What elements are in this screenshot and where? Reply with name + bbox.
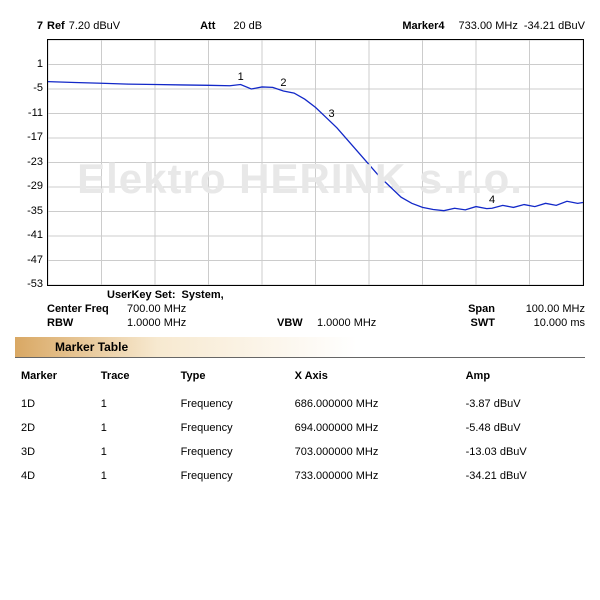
table-cell: Frequency — [175, 392, 289, 416]
swt-label: SWT — [455, 317, 495, 329]
cf-value: 700.00 MHz — [127, 303, 217, 315]
y-tick-label: -53 — [27, 278, 43, 290]
swt-value: 10.000 ms — [495, 317, 585, 329]
table-cell: 4D — [15, 464, 95, 488]
spectrum-chart: 1 -5 -11 -17 -23 -29 -35 -41 -47 -53 1 2 3 4 — [15, 34, 585, 289]
y-tick-label: -17 — [27, 131, 43, 143]
cf-label: Center Freq — [47, 303, 127, 315]
table-header: X Axis — [289, 366, 460, 392]
y-tick-label: 1 — [37, 58, 43, 70]
table-cell: Frequency — [175, 464, 289, 488]
table-row: 1D1Frequency686.000000 MHz-3.87 dBuV — [15, 392, 585, 416]
table-cell: 686.000000 MHz — [289, 392, 460, 416]
table-row: 4D1Frequency733.000000 MHz-34.21 dBuV — [15, 464, 585, 488]
table-cell: 3D — [15, 440, 95, 464]
y-tick-label: -29 — [27, 180, 43, 192]
table-cell: -34.21 dBuV — [460, 464, 585, 488]
marker-amp: -34.21 dBuV — [524, 20, 585, 32]
table-cell: -3.87 dBuV — [460, 392, 585, 416]
userkey-label: UserKey Set: — [107, 289, 175, 301]
table-cell: -5.48 dBuV — [460, 416, 585, 440]
chart-marker-label: 4 — [489, 194, 495, 206]
chart-marker-label: 1 — [238, 71, 244, 83]
table-cell: 1D — [15, 392, 95, 416]
vbw-label: VBW — [277, 317, 317, 329]
table-header: Amp — [460, 366, 585, 392]
table-header: Marker — [15, 366, 95, 392]
att-label: Att — [200, 20, 215, 32]
table-cell: 694.000000 MHz — [289, 416, 460, 440]
table-cell: 703.000000 MHz — [289, 440, 460, 464]
ref-value: 7.20 dBuV — [69, 20, 120, 32]
marker-label: Marker4 — [402, 20, 444, 32]
table-row: 2D1Frequency694.000000 MHz-5.48 dBuV — [15, 416, 585, 440]
att-value: 20 dB — [233, 20, 262, 32]
userkey-value: System, — [181, 289, 223, 301]
table-cell: 2D — [15, 416, 95, 440]
ref-label: Ref — [47, 20, 65, 32]
y-tick-label: -35 — [27, 205, 43, 217]
marker-table: MarkerTraceTypeX AxisAmp 1D1Frequency686… — [15, 366, 585, 488]
table-cell: 1 — [95, 392, 175, 416]
table-cell: Frequency — [175, 416, 289, 440]
chart-marker-label: 2 — [280, 77, 286, 89]
y-tick-label: -11 — [28, 107, 43, 119]
table-cell: 733.000000 MHz — [289, 464, 460, 488]
y-tick-label: -5 — [33, 82, 43, 94]
rbw-value: 1.0000 MHz — [127, 317, 217, 329]
y-tick-label: -41 — [27, 229, 43, 241]
vbw-value: 1.0000 MHz — [317, 317, 407, 329]
table-row: 3D1Frequency703.000000 MHz-13.03 dBuV — [15, 440, 585, 464]
rbw-label: RBW — [47, 317, 127, 329]
y-tick-label: -47 — [27, 254, 43, 266]
marker-freq: 733.00 MHz — [459, 20, 518, 32]
table-cell: Frequency — [175, 440, 289, 464]
span-value: 100.00 MHz — [495, 303, 585, 315]
table-cell: 1 — [95, 440, 175, 464]
marker-table-title: Marker Table — [15, 337, 585, 358]
chart-info: UserKey Set: System, Center Freq 700.00 … — [47, 289, 585, 331]
y-tick-label: -23 — [27, 156, 43, 168]
table-header: Type — [175, 366, 289, 392]
table-header: Trace — [95, 366, 175, 392]
table-cell: 1 — [95, 416, 175, 440]
chart-header: 7 Ref 7.20 dBuV Att 20 dB Marker4 733.00… — [15, 20, 585, 34]
chart-marker-label: 3 — [329, 108, 335, 120]
table-cell: -13.03 dBuV — [460, 440, 585, 464]
span-label: Span — [455, 303, 495, 315]
table-cell: 1 — [95, 464, 175, 488]
